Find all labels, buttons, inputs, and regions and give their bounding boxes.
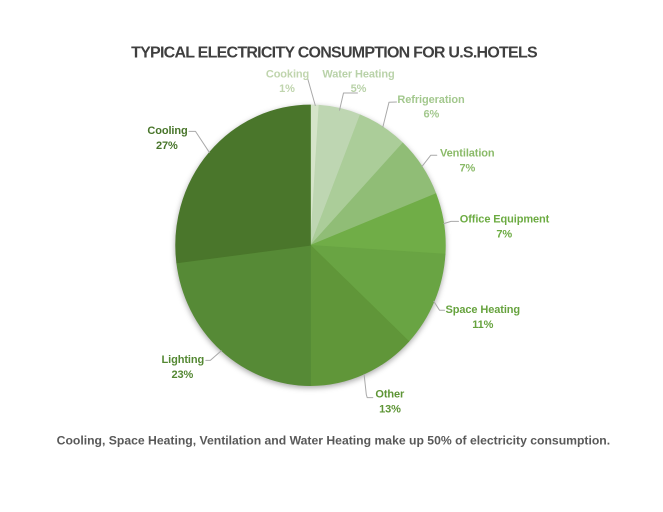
svg-text:1%: 1% [279, 83, 295, 95]
svg-text:Cooling: Cooling [147, 125, 187, 137]
svg-text:Lighting: Lighting [162, 354, 205, 366]
svg-text:23%: 23% [171, 369, 193, 381]
svg-text:Refrigeration: Refrigeration [397, 94, 465, 106]
svg-text:Ventilation: Ventilation [440, 147, 495, 159]
svg-text:Cooling, Space Heating, Ventil: Cooling, Space Heating, Ventilation and … [57, 434, 611, 448]
svg-text:7%: 7% [496, 228, 512, 240]
svg-text:11%: 11% [472, 319, 493, 331]
svg-text:Water Heating: Water Heating [322, 69, 394, 81]
svg-text:Other: Other [375, 389, 405, 401]
svg-text:5%: 5% [351, 83, 367, 95]
svg-text:27%: 27% [156, 140, 178, 152]
svg-text:Office Equipment: Office Equipment [460, 214, 550, 226]
svg-text:13%: 13% [379, 404, 401, 416]
svg-text:7%: 7% [459, 162, 475, 174]
svg-text:TYPICAL ELECTRICITY CONSUMPTIO: TYPICAL ELECTRICITY CONSUMPTION FOR U.S.… [131, 45, 538, 62]
svg-text:6%: 6% [423, 109, 439, 121]
svg-text:Cooking: Cooking [266, 69, 309, 81]
svg-text:Space Heating: Space Heating [446, 304, 521, 316]
